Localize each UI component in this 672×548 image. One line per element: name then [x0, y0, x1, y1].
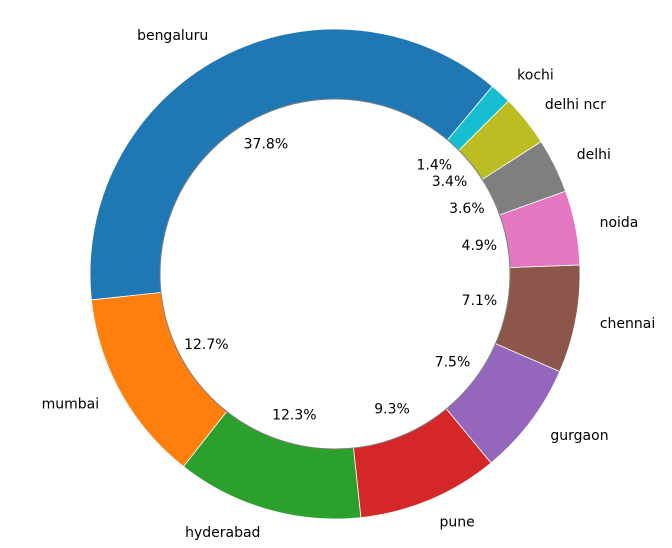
category-label: bengaluru — [137, 28, 208, 44]
percent-label: 7.1% — [462, 293, 498, 309]
category-label: delhi ncr — [545, 97, 606, 113]
donut-hole — [159, 98, 511, 450]
category-label: pune — [440, 514, 475, 530]
category-label: noida — [600, 215, 639, 231]
category-label: hyderabad — [185, 525, 260, 541]
percent-label: 12.3% — [272, 407, 316, 423]
category-label: chennai — [600, 316, 655, 332]
category-label: delhi — [577, 147, 611, 163]
category-label: gurgaon — [550, 428, 608, 444]
percent-label: 9.3% — [374, 401, 410, 417]
percent-label: 4.9% — [462, 238, 498, 254]
category-label: kochi — [517, 67, 554, 83]
percent-label: 1.4% — [417, 158, 453, 174]
percent-label: 12.7% — [184, 337, 228, 353]
percent-label: 3.4% — [432, 174, 468, 190]
category-label: mumbai — [42, 396, 100, 412]
percent-label: 3.6% — [449, 201, 485, 217]
percent-label: 7.5% — [435, 354, 471, 370]
labels: bengaluru 37.8% mumbai 12.7% hyderabad 12.3% p… — [42, 28, 656, 541]
percent-label: 37.8% — [244, 136, 288, 152]
